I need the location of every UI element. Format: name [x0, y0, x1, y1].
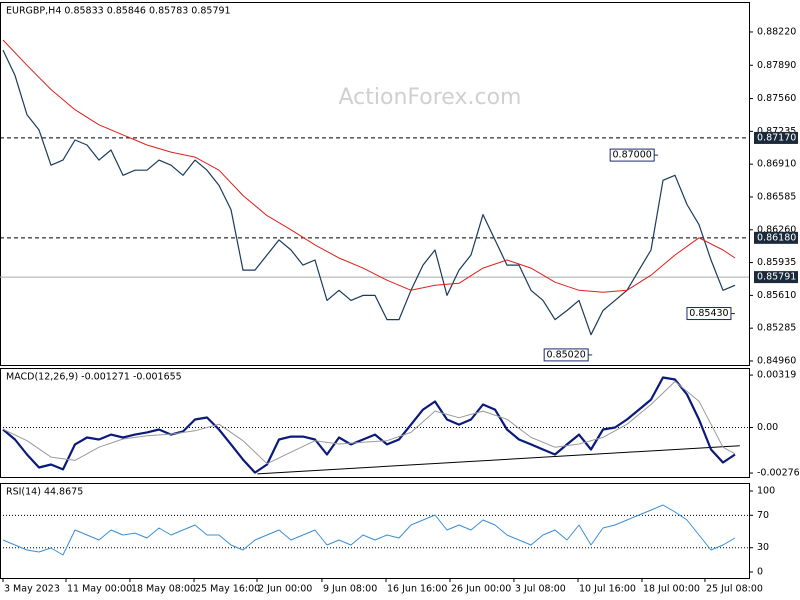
- level-label-box: [754, 131, 798, 144]
- y-tick-label: 30: [757, 542, 769, 553]
- annotation-box: [609, 148, 655, 162]
- watermark: ActionForex.com: [339, 85, 522, 110]
- panel-title: RSI(14) 44.8675: [6, 487, 83, 498]
- y-tick-label: 0.85610: [757, 290, 796, 301]
- y-tick-label: 0: [757, 567, 763, 578]
- series-line: [2, 39, 736, 293]
- level-label: 0.85791: [757, 272, 796, 283]
- x-tick-label: 26 Jun 00:00: [451, 584, 511, 595]
- x-tick-label: 18 Jul 00:00: [643, 584, 700, 595]
- x-tick-label: 11 May 00:00: [67, 584, 132, 595]
- y-tick-label: 0.84960: [757, 355, 796, 366]
- annotation-label: 0.87000: [613, 150, 652, 161]
- x-tick-label: 25 May 16:00: [195, 584, 260, 595]
- y-tick-label: 0.00319: [757, 370, 796, 381]
- x-tick-label: 16 Jun 16:00: [387, 584, 447, 595]
- x-tick-label: 3 Jul 08:00: [515, 584, 566, 595]
- x-tick-label: 18 May 08:00: [131, 584, 196, 595]
- x-tick-label: 25 Jul 08:00: [706, 584, 763, 595]
- y-tick-label: 100: [757, 486, 775, 497]
- y-tick-label: -0.002769: [757, 468, 800, 479]
- annotation-label: 0.85020: [547, 349, 586, 360]
- series-line: [2, 49, 736, 336]
- panel-frame: [0, 368, 750, 478]
- y-tick-label: 0.86910: [757, 159, 796, 170]
- level-label: 0.87170: [757, 132, 796, 143]
- annotation-label: 0.85430: [689, 308, 728, 319]
- x-tick-label: 10 Jul 16:00: [579, 584, 636, 595]
- x-tick-label: 9 Jun 08:00: [323, 584, 377, 595]
- series-line: [2, 381, 736, 465]
- trendline: [257, 445, 740, 475]
- y-tick-label: 0.88220: [757, 26, 796, 37]
- y-tick-label: 0.87235: [757, 126, 796, 137]
- panel-title: MACD(12,26,9) -0.001271 -0.001655: [6, 372, 182, 383]
- y-tick-label: 0.85285: [757, 323, 796, 334]
- x-tick-label: 2 Jun 00:00: [258, 584, 312, 595]
- level-label: 0.86180: [757, 232, 796, 243]
- y-tick-label: 0.87890: [757, 60, 796, 71]
- y-tick-label: 70: [757, 510, 769, 521]
- panel-frame: [0, 483, 750, 579]
- series-line: [2, 504, 736, 556]
- series-line: [2, 376, 736, 474]
- level-label-box: [754, 231, 798, 244]
- x-tick-label: 3 May 2023: [4, 584, 60, 595]
- panel-title: EURGBP,H4 0.85833 0.85846 0.85783 0.8579…: [6, 6, 231, 17]
- annotation-box: [543, 348, 589, 362]
- y-tick-label: 0.85935: [757, 257, 796, 268]
- annotation-box: [686, 307, 732, 321]
- y-tick-label: 0.86585: [757, 191, 796, 202]
- y-tick-label: 0.87560: [757, 93, 796, 104]
- y-tick-label: 0.00: [757, 422, 778, 433]
- panel-frame: [0, 2, 750, 366]
- level-label-box: [754, 271, 798, 284]
- y-tick-label: 0.86260: [757, 224, 796, 235]
